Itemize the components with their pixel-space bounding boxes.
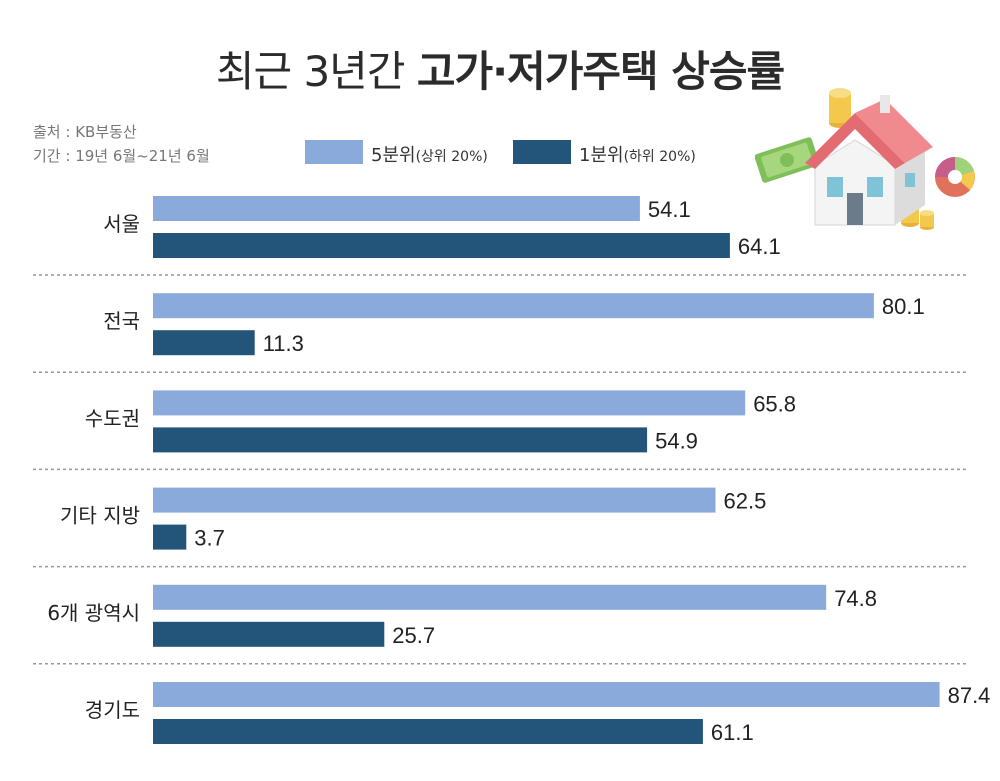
value-label-high: 74.8 xyxy=(834,586,877,611)
house-illustration xyxy=(755,88,975,230)
bar-high xyxy=(153,390,746,416)
bar-low xyxy=(153,233,730,258)
legend-label-high-sub: (상위 20%) xyxy=(415,149,488,165)
value-label-low: 64.1 xyxy=(738,234,781,259)
bar-high xyxy=(153,487,716,513)
bar-low xyxy=(153,427,648,453)
pie-chart-icon xyxy=(935,157,975,197)
legend-label-low: 1분위(하위 20%) xyxy=(579,141,696,167)
bar-low xyxy=(153,621,385,647)
bar-low xyxy=(153,524,187,550)
category-label: 기타 지방 xyxy=(60,504,140,528)
legend-label-high-main: 5분위 xyxy=(371,145,416,166)
value-label-low: 11.3 xyxy=(263,331,304,356)
value-label-high: 54.1 xyxy=(648,197,691,222)
category-label: 수도권 xyxy=(85,406,140,430)
value-label-high: 62.5 xyxy=(724,489,767,514)
category-label: 경기도 xyxy=(85,698,140,722)
money-icon xyxy=(755,137,820,183)
legend-swatch-high xyxy=(305,140,363,164)
value-label-low: 61.1 xyxy=(711,720,754,745)
value-label-high: 80.1 xyxy=(882,294,925,319)
bar-low xyxy=(153,719,703,744)
bar-high xyxy=(153,682,940,707)
house-icon xyxy=(805,95,933,226)
chart-title: 최근 3년간 고가·저가주택 상승률 xyxy=(0,38,1000,99)
bar-low xyxy=(153,330,255,356)
title-light: 최근 3년간 xyxy=(215,47,406,96)
category-label: 6개 광역시 xyxy=(47,601,140,625)
value-label-high: 87.4 xyxy=(948,683,991,708)
bar-high xyxy=(153,293,874,319)
bar-high xyxy=(153,584,827,610)
source-text: 출처 : KB부동산 xyxy=(33,123,137,141)
legend-label-low-main: 1분위 xyxy=(579,145,624,166)
value-label-low: 54.9 xyxy=(655,428,698,453)
category-label: 전국 xyxy=(103,309,140,333)
legend-label-low-sub: (하위 20%) xyxy=(623,149,696,165)
legend-label-high: 5분위(상위 20%) xyxy=(371,141,488,167)
period-text: 기간 : 19년 6월~21년 6월 xyxy=(33,147,210,165)
title-bold: 고가·저가주택 상승률 xyxy=(416,47,785,96)
bar-high xyxy=(153,196,640,221)
value-label-low: 3.7 xyxy=(194,526,225,551)
legend-swatch-low xyxy=(513,140,571,164)
category-label: 서울 xyxy=(103,212,140,236)
value-label-high: 65.8 xyxy=(753,391,796,416)
value-label-low: 25.7 xyxy=(392,623,435,648)
